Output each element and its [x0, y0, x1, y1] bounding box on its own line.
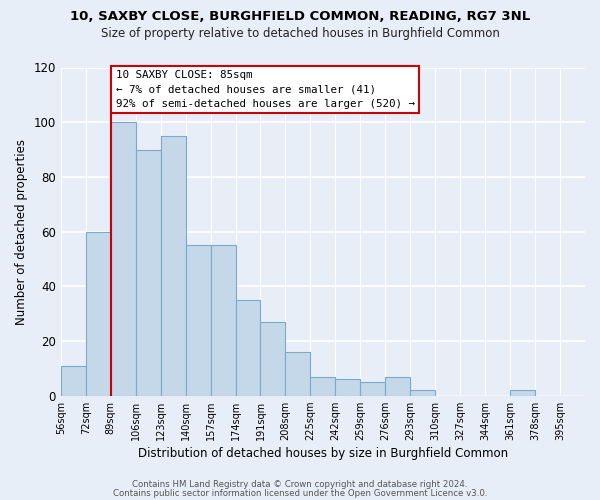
Bar [286, 352, 310, 396]
Text: Contains HM Land Registry data © Crown copyright and database right 2024.: Contains HM Land Registry data © Crown c… [132, 480, 468, 489]
Bar [510, 390, 535, 396]
Y-axis label: Number of detached properties: Number of detached properties [15, 138, 28, 324]
Bar [410, 390, 435, 396]
Text: 10 SAXBY CLOSE: 85sqm
← 7% of detached houses are smaller (41)
92% of semi-detac: 10 SAXBY CLOSE: 85sqm ← 7% of detached h… [116, 70, 415, 109]
Bar [185, 246, 211, 396]
Bar [335, 380, 361, 396]
Bar [161, 136, 185, 396]
Bar [111, 122, 136, 396]
Bar [211, 246, 236, 396]
Bar [86, 232, 111, 396]
Bar [310, 376, 335, 396]
Bar [136, 150, 161, 396]
Text: 10, SAXBY CLOSE, BURGHFIELD COMMON, READING, RG7 3NL: 10, SAXBY CLOSE, BURGHFIELD COMMON, READ… [70, 10, 530, 23]
Bar [61, 366, 86, 396]
Bar [361, 382, 385, 396]
Text: Size of property relative to detached houses in Burghfield Common: Size of property relative to detached ho… [101, 28, 499, 40]
Bar [260, 322, 286, 396]
Bar [236, 300, 260, 396]
Bar [385, 376, 410, 396]
X-axis label: Distribution of detached houses by size in Burghfield Common: Distribution of detached houses by size … [138, 447, 508, 460]
Text: Contains public sector information licensed under the Open Government Licence v3: Contains public sector information licen… [113, 488, 487, 498]
